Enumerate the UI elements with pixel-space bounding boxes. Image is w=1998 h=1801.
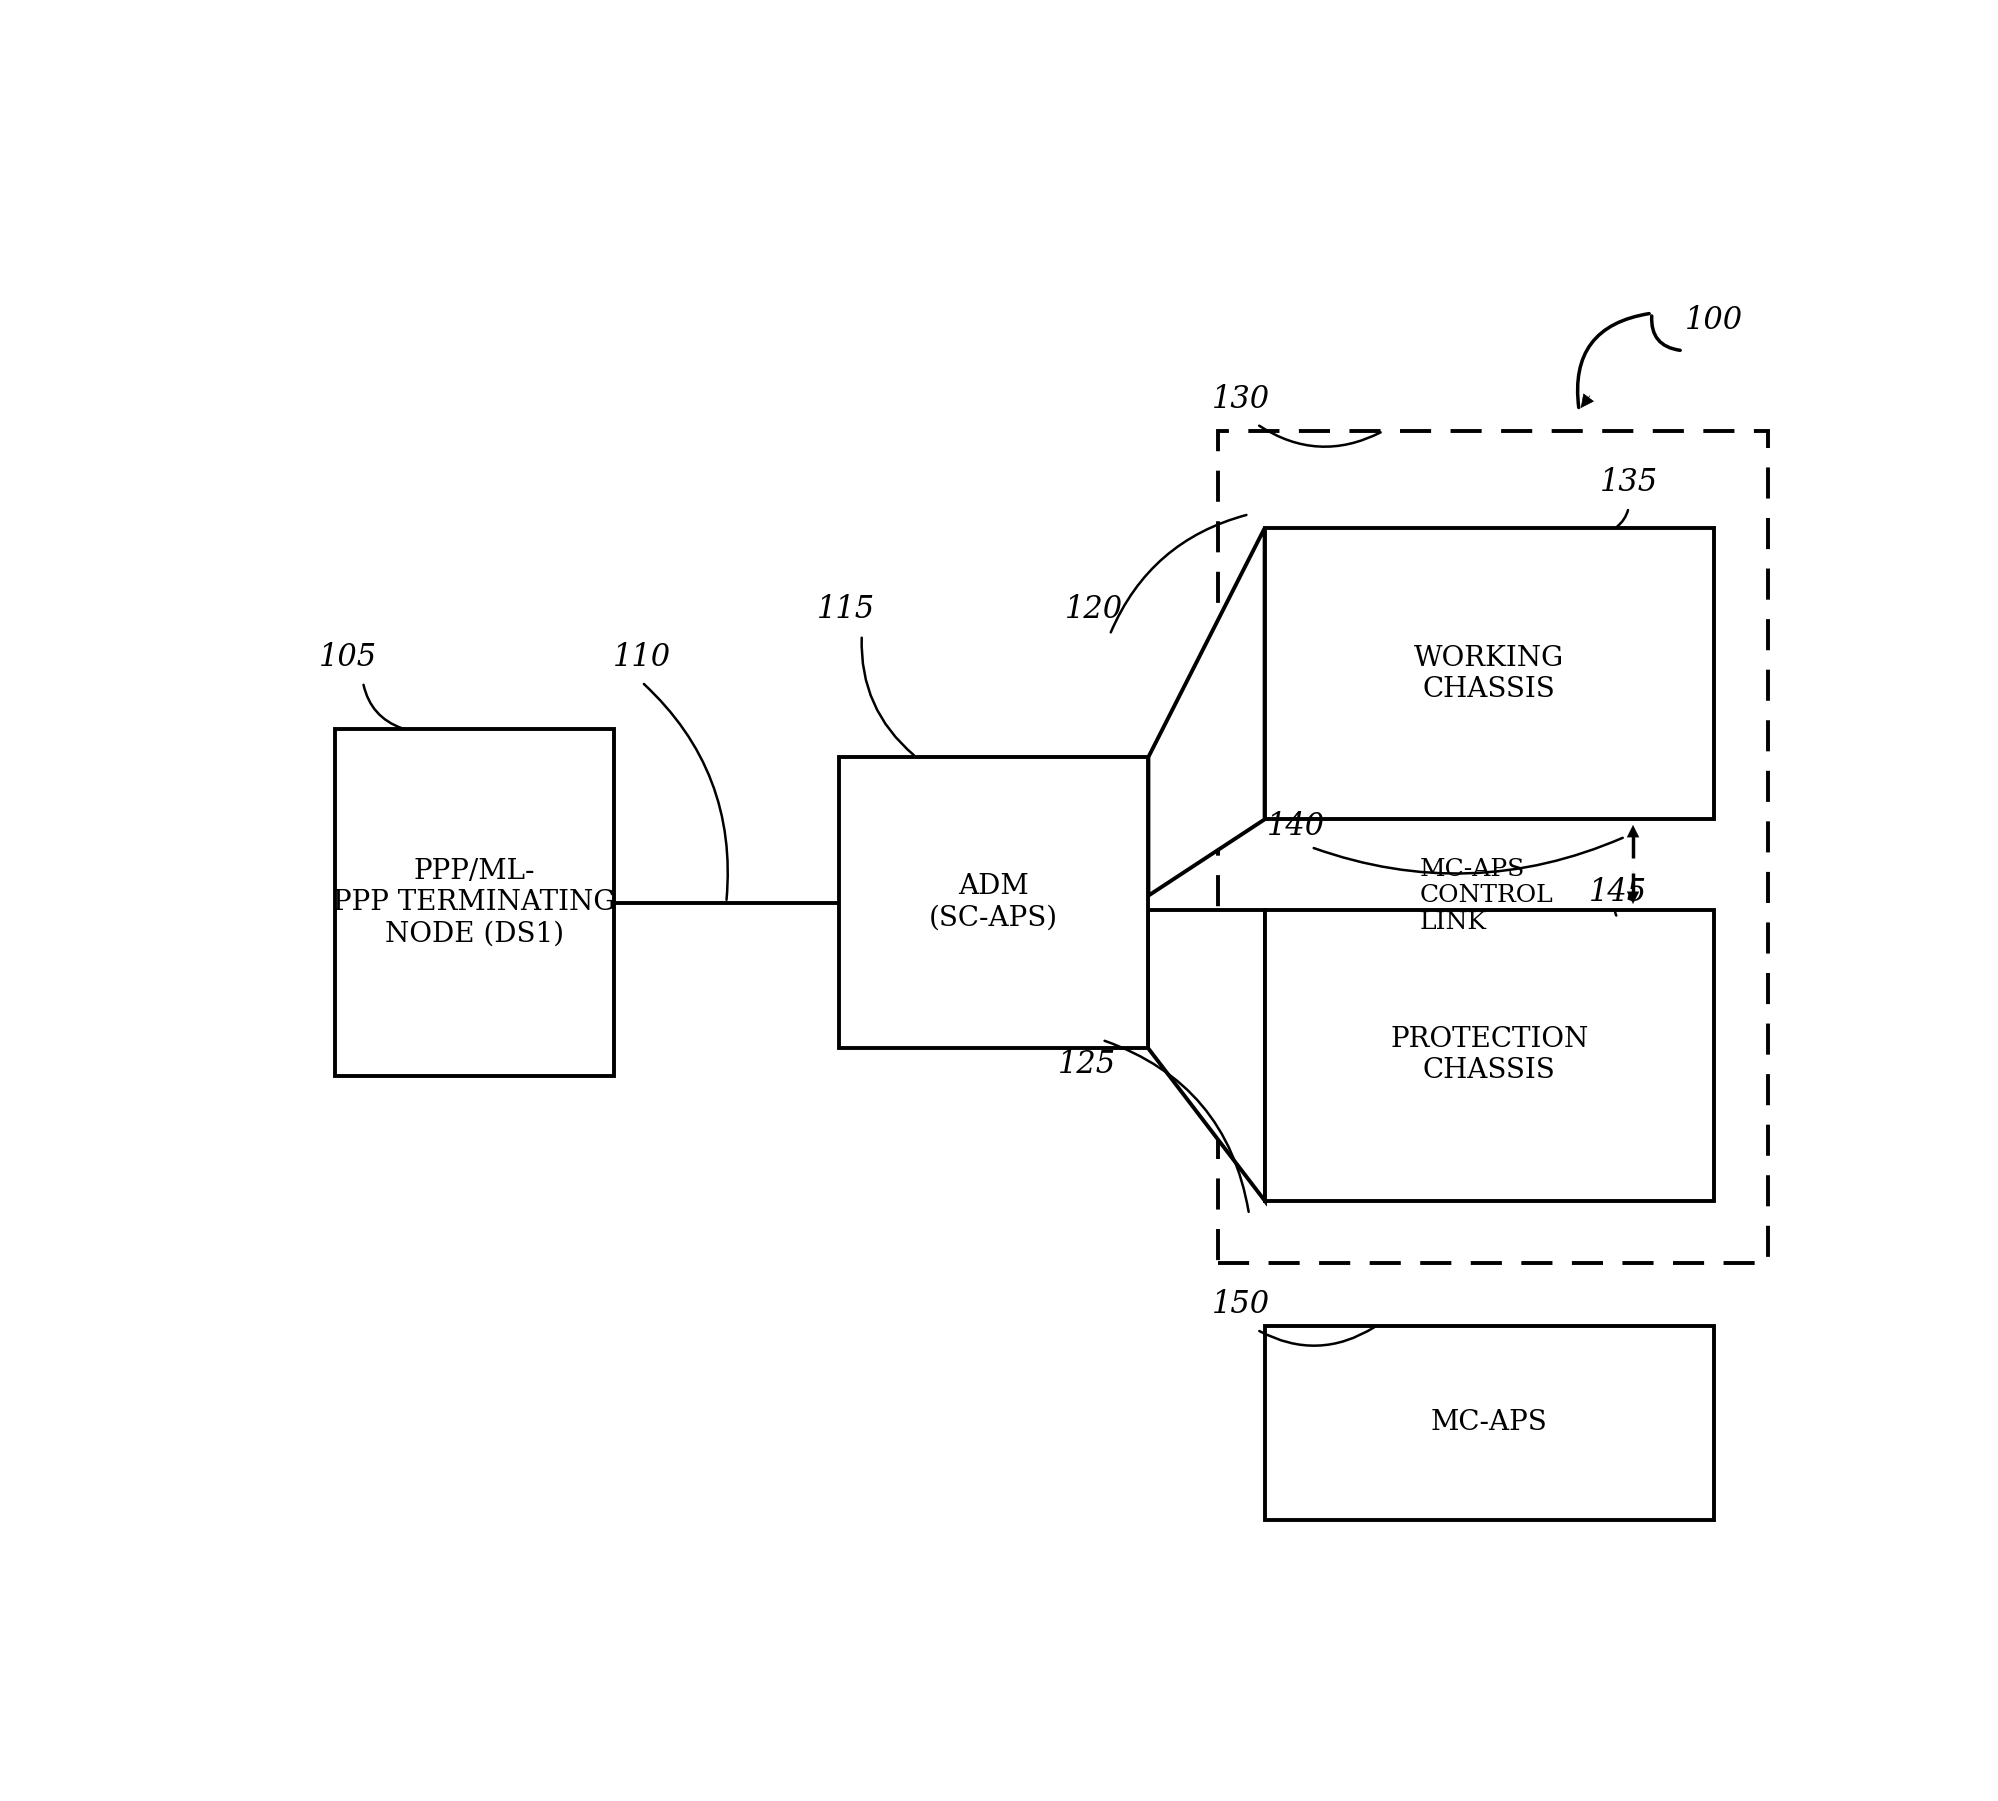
Bar [1265,1326,1712,1520]
Text: MC-APS: MC-APS [1431,1408,1546,1435]
Polygon shape [1149,910,1265,1201]
Text: 150: 150 [1211,1290,1271,1320]
Text: 145: 145 [1588,877,1646,908]
Text: 105: 105 [318,641,376,672]
Text: 115: 115 [817,594,875,625]
Text: PROTECTION
CHASSIS: PROTECTION CHASSIS [1389,1027,1588,1084]
Bar [1217,430,1768,1263]
Text: ADM
(SC-APS): ADM (SC-APS) [929,873,1057,931]
Polygon shape [1149,528,1265,895]
Text: MC-APS
CONTROL
LINK: MC-APS CONTROL LINK [1419,857,1552,933]
Text: 140: 140 [1267,810,1325,841]
Text: WORKING
CHASSIS: WORKING CHASSIS [1413,645,1564,702]
Text: 120: 120 [1065,594,1123,625]
Bar [336,729,613,1075]
Text: 100: 100 [1684,304,1742,335]
Text: 110: 110 [613,641,671,672]
Bar [1265,910,1712,1201]
Text: 125: 125 [1057,1050,1115,1081]
Text: 130: 130 [1211,384,1271,414]
Bar [1265,528,1712,819]
Text: PPP/ML-
PPP TERMINATING
NODE (DS1): PPP/ML- PPP TERMINATING NODE (DS1) [334,857,615,947]
Bar [839,756,1149,1048]
Text: 135: 135 [1598,466,1656,497]
